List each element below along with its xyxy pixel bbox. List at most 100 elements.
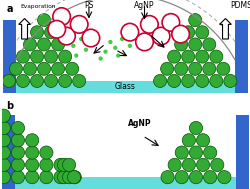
Circle shape (57, 158, 70, 171)
Text: Evaporation: Evaporation (20, 4, 56, 9)
Text: b: b (6, 101, 13, 111)
Circle shape (48, 20, 65, 38)
Bar (3, 81, 247, 93)
Circle shape (40, 171, 53, 184)
Circle shape (0, 121, 10, 135)
Circle shape (160, 171, 173, 184)
Circle shape (210, 158, 223, 171)
Circle shape (2, 74, 16, 88)
Circle shape (135, 36, 139, 40)
Circle shape (181, 50, 194, 63)
Circle shape (188, 14, 201, 27)
Circle shape (38, 38, 51, 51)
Circle shape (0, 158, 10, 171)
Circle shape (188, 38, 201, 51)
Bar (3, 19, 16, 93)
Circle shape (62, 171, 75, 184)
Text: AgNP: AgNP (134, 2, 154, 10)
Circle shape (216, 62, 229, 75)
Circle shape (174, 62, 187, 75)
Circle shape (70, 16, 87, 33)
Circle shape (11, 146, 24, 159)
Circle shape (195, 26, 208, 39)
Circle shape (65, 62, 78, 75)
Circle shape (52, 38, 64, 51)
Circle shape (153, 74, 166, 88)
Circle shape (209, 50, 222, 63)
Circle shape (181, 26, 194, 39)
Circle shape (103, 50, 107, 54)
Bar (236, 115, 248, 189)
Circle shape (67, 30, 71, 34)
Circle shape (67, 171, 80, 184)
Circle shape (174, 146, 188, 159)
Circle shape (188, 171, 202, 184)
Circle shape (162, 14, 179, 31)
Circle shape (38, 62, 51, 75)
Circle shape (135, 33, 153, 51)
Bar (2, 115, 15, 189)
Circle shape (11, 134, 24, 147)
Circle shape (58, 27, 75, 45)
Circle shape (24, 62, 36, 75)
Text: PDMS: PDMS (230, 2, 250, 10)
Circle shape (188, 62, 201, 75)
Circle shape (93, 42, 98, 46)
Circle shape (209, 74, 222, 88)
Circle shape (167, 50, 180, 63)
Circle shape (16, 50, 30, 63)
Circle shape (203, 146, 216, 159)
Circle shape (90, 32, 94, 36)
Circle shape (44, 26, 58, 39)
Circle shape (121, 23, 138, 41)
Circle shape (58, 74, 71, 88)
Circle shape (167, 74, 180, 88)
Circle shape (171, 25, 188, 43)
Circle shape (58, 50, 71, 63)
Circle shape (188, 146, 202, 159)
Circle shape (108, 40, 112, 44)
Circle shape (196, 134, 209, 147)
Circle shape (84, 48, 88, 52)
Circle shape (0, 134, 10, 147)
Circle shape (223, 74, 236, 88)
Circle shape (79, 37, 83, 41)
Circle shape (16, 74, 30, 88)
FancyArrow shape (19, 19, 30, 39)
Circle shape (188, 121, 202, 135)
FancyArrow shape (219, 19, 230, 39)
Circle shape (182, 134, 195, 147)
Circle shape (0, 109, 10, 122)
Circle shape (30, 26, 44, 39)
Circle shape (203, 171, 216, 184)
Circle shape (52, 62, 64, 75)
Circle shape (38, 14, 51, 27)
Text: Glass: Glass (114, 82, 136, 91)
Circle shape (174, 38, 187, 51)
Circle shape (152, 27, 169, 45)
Circle shape (196, 158, 209, 171)
Circle shape (74, 53, 78, 58)
Circle shape (11, 171, 24, 184)
Circle shape (54, 171, 67, 184)
Circle shape (82, 29, 99, 47)
Circle shape (181, 74, 194, 88)
Circle shape (116, 53, 120, 58)
Circle shape (44, 50, 58, 63)
Circle shape (11, 158, 24, 171)
Circle shape (30, 74, 44, 88)
Circle shape (202, 38, 215, 51)
Circle shape (26, 158, 38, 171)
Circle shape (0, 171, 10, 184)
Circle shape (11, 121, 24, 135)
Bar (234, 19, 247, 93)
Circle shape (174, 171, 188, 184)
Circle shape (195, 74, 208, 88)
Circle shape (202, 62, 215, 75)
Circle shape (98, 56, 102, 61)
Circle shape (71, 44, 75, 48)
Circle shape (140, 16, 158, 33)
Circle shape (30, 50, 44, 63)
Circle shape (68, 171, 81, 184)
Circle shape (182, 158, 195, 171)
